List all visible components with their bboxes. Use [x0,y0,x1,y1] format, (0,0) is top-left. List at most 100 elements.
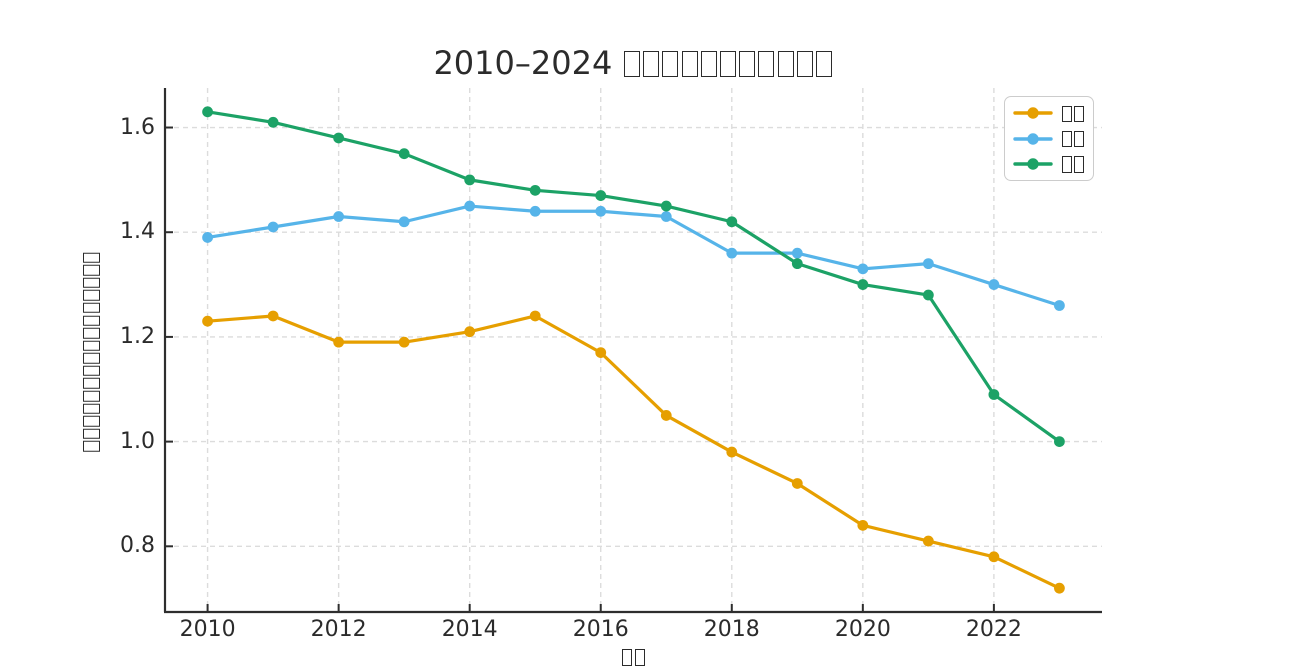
missing-glyph-box [82,290,100,301]
missing-glyph-box [1062,130,1072,148]
data-point [726,247,738,259]
legend-marker [1027,132,1039,145]
missing-glyph-box [82,302,100,314]
missing-glyph-box [1074,156,1084,173]
chart-title: 2010–2024 [165,44,1102,82]
data-point [267,221,279,233]
missing-glyph-box [643,50,660,77]
legend [1004,96,1094,181]
missing-glyph-box [621,648,633,666]
y-tick-label: 1.4 [120,219,155,245]
data-point [922,258,934,270]
data-point [267,116,279,128]
legend-label [1061,128,1085,150]
missing-glyph-box [82,416,100,427]
missing-glyph-box [624,50,641,77]
data-point [857,263,869,275]
data-point [464,326,476,338]
missing-glyph-box [796,50,813,77]
data-point [202,232,213,243]
missing-glyph-box [82,277,100,288]
legend-marker [1027,158,1039,170]
x-axis-label [165,645,1102,669]
missing-glyph-box [1074,130,1084,148]
missing-glyph-box [1074,105,1084,123]
data-point [595,347,607,359]
missing-glyph-box [700,50,717,77]
x-tick-label: 2016 [572,617,629,642]
missing-glyph-box [82,378,100,389]
data-point [988,389,1000,400]
missing-glyph-box [82,252,100,263]
data-point [988,279,1000,290]
missing-glyph-box [1062,156,1072,173]
data-point [726,216,738,228]
missing-glyph-box [777,50,794,77]
data-point [333,132,345,144]
data-point [857,279,869,290]
data-point [857,519,869,531]
data-point [595,205,607,217]
missing-glyph-box [82,264,100,276]
legend-swatch-line [1013,158,1053,170]
data-point [398,216,410,228]
data-point [660,211,672,222]
y-tick-label: 1.0 [120,428,155,454]
series-line-1 [205,204,1062,308]
legend-swatch-line [1013,107,1053,119]
missing-glyph-box [681,50,698,77]
data-point [1054,582,1065,594]
series-line-2 [205,110,1062,444]
legend-marker [1027,107,1039,119]
missing-glyph-box [82,390,100,402]
data-point [529,184,541,196]
x-tick-label: 2010 [179,617,236,642]
data-point [202,106,213,118]
x-tick-label: 2014 [441,617,498,642]
missing-glyph-box [634,648,646,666]
legend-item [1013,153,1093,175]
data-point [529,310,541,322]
data-point [660,200,672,212]
data-point [1054,436,1065,448]
data-point [791,258,803,270]
data-point [1054,300,1065,311]
data-point [988,551,1000,563]
y-tick-label: 1.2 [120,323,155,349]
missing-glyph-box [758,50,775,77]
data-point [333,336,345,348]
missing-glyph-box [720,50,737,77]
missing-glyph-box [82,353,100,364]
data-point [791,478,803,489]
x-tick-label: 2020 [834,617,891,642]
y-tick-label: 1.6 [120,114,155,140]
data-point [726,446,738,458]
series-line-0 [205,314,1062,590]
data-point [660,410,672,421]
legend-item [1013,102,1093,124]
data-point [595,190,607,201]
y-axis-label [79,251,103,453]
legend-swatch-line [1013,132,1053,145]
data-point [398,336,410,348]
plot-svg [163,88,1102,614]
x-tick-label: 2018 [703,617,760,642]
legend-label [1061,102,1085,124]
legend-item [1013,128,1093,150]
data-point [398,148,410,160]
missing-glyph-box [662,50,679,77]
x-tick-label: 2012 [310,617,367,642]
data-point [202,315,213,327]
missing-glyph-box [739,50,756,77]
y-tick-label: 0.8 [120,533,155,559]
missing-glyph-box [82,403,100,414]
data-point [267,310,279,322]
data-point [333,211,345,222]
x-tick-label: 2022 [965,617,1022,642]
data-point [464,200,476,212]
data-point [922,535,934,547]
data-point [922,289,934,301]
data-point [791,247,803,259]
data-point [464,174,476,186]
